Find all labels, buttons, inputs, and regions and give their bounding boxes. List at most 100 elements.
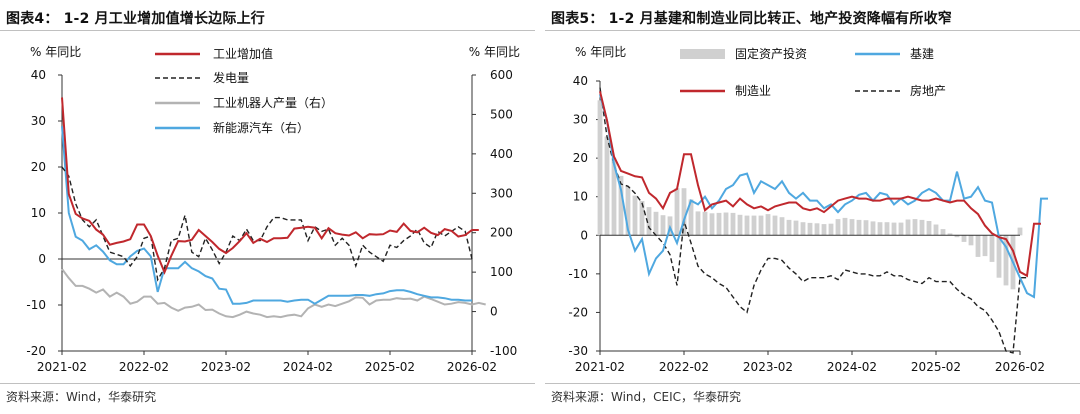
bar-fixed-asset-investment (954, 235, 960, 238)
source-divider (545, 383, 1080, 384)
bar-fixed-asset-investment (975, 235, 981, 257)
x-tick-label: 2023-02 (743, 360, 793, 374)
bar-fixed-asset-investment (856, 219, 862, 236)
bar-fixed-asset-investment (793, 220, 799, 236)
y-tick-label-right: 400 (490, 147, 513, 161)
x-tick-label: 2024-02 (283, 360, 333, 374)
y-tick-label-right: 600 (490, 68, 513, 82)
bar-fixed-asset-investment (1003, 235, 1009, 286)
bar-fixed-asset-investment (814, 223, 820, 236)
y-tick-label: -10 (568, 267, 588, 281)
legend-label: 工业增加值 (213, 46, 273, 61)
y-tick-label-right: 500 (490, 107, 513, 121)
legend-label: 制造业 (735, 84, 771, 98)
y-tick-label-right: 200 (490, 226, 513, 240)
bar-fixed-asset-investment (639, 201, 645, 236)
source-note: 资料来源：Wind，华泰研究 (6, 390, 157, 404)
y-tick-label: -30 (568, 344, 588, 358)
bar-fixed-asset-investment (919, 219, 925, 236)
legend-label: 基建 (910, 47, 934, 61)
bar-fixed-asset-investment (996, 235, 1002, 278)
bar-fixed-asset-investment (597, 100, 603, 236)
bar-fixed-asset-investment (800, 222, 806, 236)
bar-fixed-asset-investment (618, 175, 624, 236)
y-tick-label-right: -100 (490, 344, 517, 358)
bar-fixed-asset-investment (884, 222, 890, 236)
source-note: 资料来源：Wind，CEIC，华泰研究 (551, 390, 742, 404)
legend-label: 房地产 (910, 83, 946, 98)
y-tick-label-right: 0 (490, 305, 498, 319)
y-axis-title: % 年同比 (575, 45, 626, 59)
series-line-2 (61, 268, 486, 319)
bar-fixed-asset-investment (926, 221, 932, 236)
legend-label: 新能源汽车（右） (213, 120, 309, 135)
y-tick-label-right: 100 (490, 265, 513, 279)
bar-fixed-asset-investment (695, 211, 701, 236)
bar-fixed-asset-investment (660, 215, 666, 236)
bar-fixed-asset-investment (604, 136, 610, 236)
y-axis-title-left: % 年同比 (30, 45, 81, 59)
bar-fixed-asset-investment (870, 221, 876, 236)
bar-fixed-asset-investment (744, 215, 750, 236)
bar-fixed-asset-investment (702, 211, 708, 236)
bar-fixed-asset-investment (849, 219, 855, 236)
bar-fixed-asset-investment (653, 211, 659, 236)
y-tick-label: 0 (580, 228, 588, 242)
bar-fixed-asset-investment (947, 233, 953, 236)
bar-fixed-asset-investment (716, 212, 722, 236)
series-line-2 (599, 87, 1027, 354)
y-tick-label: -20 (568, 305, 588, 319)
x-tick-label: 2022-02 (119, 360, 169, 374)
y-tick-label: 40 (573, 74, 588, 88)
y-tick-label-left: 0 (38, 252, 46, 266)
y-tick-label-left: 30 (31, 114, 46, 128)
bar-fixed-asset-investment (632, 195, 638, 236)
x-tick-label: 2023-02 (201, 360, 251, 374)
chart-title: 图表4： 1-2 月工业增加值增长边际上行 (6, 11, 265, 27)
bar-fixed-asset-investment (611, 158, 617, 236)
y-tick-label: 10 (573, 190, 588, 204)
bar-fixed-asset-investment (940, 229, 946, 236)
x-tick-label: 2022-02 (659, 360, 709, 374)
x-tick-label: 2025-02 (365, 360, 415, 374)
bar-fixed-asset-investment (891, 222, 897, 236)
y-tick-label-left: 20 (31, 160, 46, 174)
bar-fixed-asset-investment (933, 224, 939, 236)
bar-fixed-asset-investment (723, 212, 729, 236)
chart-panel-industrial: 图表4： 1-2 月工业增加值增长边际上行 40 30 20 10 0 -10 -20 600… (0, 0, 535, 414)
bar-fixed-asset-investment (863, 220, 869, 236)
legend-swatch (680, 49, 725, 59)
bar-fixed-asset-investment (688, 199, 694, 236)
bar-fixed-asset-investment (912, 219, 918, 236)
chart-industrial-svg: 403020100-10-206005004003002001000-100% … (26, 45, 520, 374)
bar-fixed-asset-investment (842, 217, 848, 236)
bar-fixed-asset-investment (828, 223, 834, 236)
series-line-1 (599, 91, 1041, 278)
y-tick-label-left: 40 (31, 68, 46, 82)
chart-panel-investment: 图表5： 1-2 月基建和制造业同比转正、地产投资降幅有所收窄 40 30 20 10… (545, 0, 1080, 414)
bar-fixed-asset-investment (898, 222, 904, 236)
series-line-3 (61, 126, 472, 305)
y-tick-label-left: -10 (26, 298, 46, 312)
bar-fixed-asset-investment (674, 188, 680, 236)
y-axis-title-right: % 年同比 (469, 45, 520, 59)
bar-fixed-asset-investment (786, 219, 792, 236)
bar-fixed-asset-investment (835, 219, 841, 236)
chart-investment-svg: 40 30 20 10 0 -10 -20 -30 % 年同比 2021-02 2022-02 202… (568, 45, 1048, 374)
series-line-1 (61, 166, 473, 282)
bar-fixed-asset-investment (765, 214, 771, 236)
legend-label: 发电量 (213, 70, 249, 85)
bar-fixed-asset-investment (877, 222, 883, 236)
chart-title: 图表5： 1-2 月基建和制造业同比转正、地产投资降幅有所收窄 (551, 11, 952, 27)
bar-fixed-asset-investment (961, 235, 967, 242)
bar-fixed-asset-investment (968, 235, 974, 246)
bar-fixed-asset-investment (737, 214, 743, 236)
x-tick-label: 2026-02 (995, 360, 1045, 374)
bar-fixed-asset-investment (982, 235, 988, 257)
bar-fixed-asset-investment (709, 213, 715, 236)
y-tick-label-left: -20 (26, 344, 46, 358)
bar-fixed-asset-investment (807, 222, 813, 236)
y-tick-label-right: 300 (490, 186, 513, 200)
bar-fixed-asset-investment (821, 224, 827, 236)
bar-fixed-asset-investment (730, 212, 736, 236)
